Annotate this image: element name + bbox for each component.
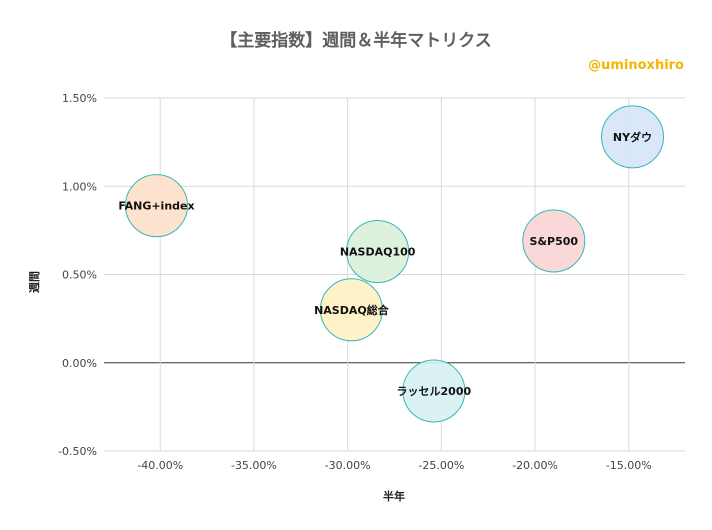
chart-title: 【主要指数】週間＆半年マトリクス — [220, 31, 492, 51]
bubble-label: ラッセル2000 — [397, 385, 472, 398]
x-tick-label: -25.00% — [418, 459, 464, 472]
x-tick-labels: -40.00% -35.00% -30.00% -25.00% -20.00% -15.0… — [137, 459, 651, 472]
bubble — [522, 209, 586, 273]
x-tick-label: -20.00% — [512, 459, 558, 472]
y-tick-label: 0.00% — [62, 357, 97, 370]
y-tick-label: 0.50% — [62, 269, 97, 282]
bubble-label: NASDAQ100 — [340, 246, 416, 259]
x-tick-label: -15.00% — [606, 459, 652, 472]
y-tick-labels: -0.50% 0.00% 0.50% 1.00% 1.50% — [58, 92, 97, 458]
bubble — [124, 174, 188, 238]
bubble-label: S&P500 — [530, 235, 579, 248]
y-tick-label: 1.00% — [62, 180, 97, 193]
x-tick-label: -40.00% — [137, 459, 183, 472]
y-axis-title: 週間 — [27, 271, 41, 293]
bubble — [601, 105, 665, 169]
bubble-label: FANG+index — [118, 200, 194, 213]
bubble — [319, 278, 383, 342]
bubble — [346, 220, 410, 284]
bubble-label: NASDAQ総合 — [314, 303, 390, 317]
watermark: @uminoxhiro — [588, 58, 684, 73]
x-axis-title: 半年 — [383, 489, 405, 503]
bubble — [402, 359, 466, 423]
y-tick-label: 1.50% — [62, 92, 97, 105]
x-tick-label: -35.00% — [231, 459, 277, 472]
x-tick-label: -30.00% — [325, 459, 371, 472]
bubble-label: NYダウ — [613, 130, 652, 144]
y-tick-label: -0.50% — [58, 445, 97, 458]
